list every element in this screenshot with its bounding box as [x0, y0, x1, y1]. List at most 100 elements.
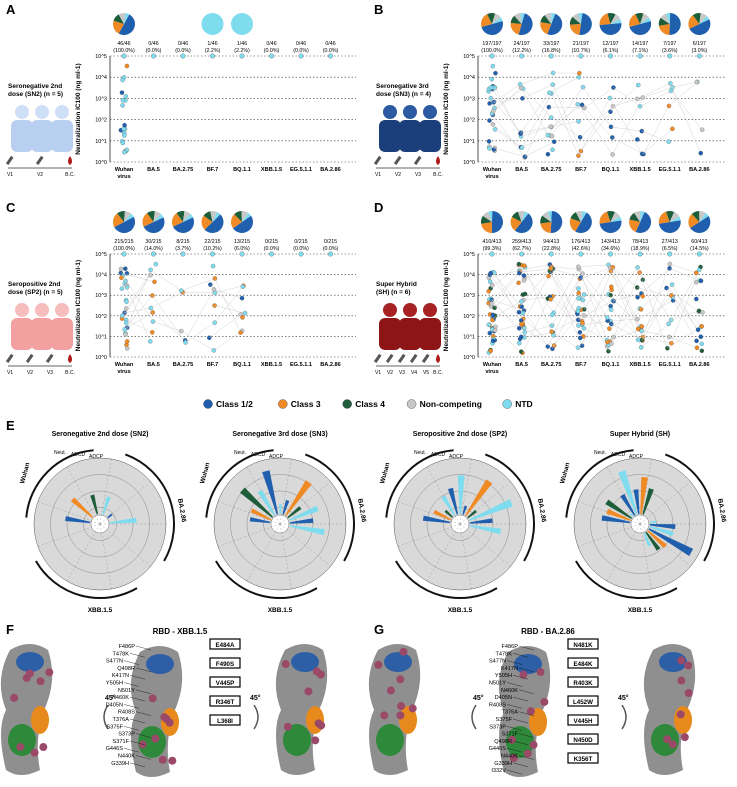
- data-point: [122, 123, 126, 127]
- connector-line: [641, 324, 668, 347]
- panel-letter: E: [6, 418, 15, 433]
- data-point: [576, 102, 580, 106]
- person-body: [379, 318, 401, 350]
- connector-line: [525, 333, 553, 338]
- person-head: [403, 303, 417, 317]
- data-point: [516, 281, 520, 285]
- syringe-icon: [46, 354, 54, 363]
- data-point: [211, 264, 215, 268]
- arc-label: XBB.1.5: [88, 607, 113, 614]
- data-point: [581, 85, 585, 89]
- percent-label: (42.6%): [572, 246, 591, 252]
- data-point: [608, 96, 612, 100]
- data-point: [488, 280, 492, 284]
- connector-line: [153, 312, 185, 340]
- percent-label: (0.0%): [293, 48, 309, 54]
- x-tick-label: XBB.1.5: [261, 362, 282, 368]
- ceiling-point: [122, 252, 127, 257]
- count-label: 0/215: [294, 239, 307, 245]
- y-tick-label: 10^0: [463, 355, 475, 361]
- connector-line: [493, 89, 521, 134]
- data-point: [122, 150, 126, 154]
- connector-line: [580, 268, 612, 279]
- syringe-icon: [394, 156, 402, 165]
- legend-label: NTD: [515, 399, 532, 409]
- vaccine-label: V2: [395, 172, 401, 178]
- person-body: [31, 120, 53, 152]
- pie-slice: [570, 24, 581, 35]
- mutation-label: N460K: [501, 688, 518, 694]
- x-tick-label: BF.7: [207, 167, 219, 173]
- sub-label: Neut.: [234, 450, 246, 456]
- ceiling-point: [519, 54, 524, 59]
- vaccine-label: V1: [7, 172, 13, 178]
- surface-mutation: [37, 677, 45, 685]
- percent-label: (0.0%): [264, 246, 280, 252]
- data-point: [489, 271, 493, 275]
- data-point: [522, 264, 526, 268]
- surface-mutation: [315, 719, 323, 727]
- mutation-label: R408S: [489, 702, 506, 708]
- vaccine-label: B.C.: [433, 172, 443, 178]
- connector-line: [553, 85, 581, 151]
- connector-line: [127, 312, 153, 327]
- data-point: [667, 335, 671, 339]
- count-label: 1/46: [237, 41, 247, 47]
- data-point: [700, 349, 704, 353]
- percent-label: (10.2%): [203, 246, 222, 252]
- y-tick-label: 10^1: [95, 334, 107, 340]
- data-point: [607, 327, 611, 331]
- count-label: 143/413: [601, 239, 620, 245]
- connector-line: [551, 118, 580, 138]
- group-illustration: [11, 105, 73, 152]
- legend-swatch: [343, 400, 352, 409]
- count-label: 22/215: [204, 239, 220, 245]
- data-point: [491, 339, 495, 343]
- surface-class3: [31, 706, 49, 734]
- pie-chart: [688, 211, 710, 233]
- data-point: [487, 139, 491, 143]
- x-tick-line: BQ.1.1: [233, 167, 251, 173]
- pie-chart: [231, 13, 253, 35]
- data-point: [120, 91, 124, 95]
- connector-line: [582, 274, 611, 310]
- connector-line: [215, 286, 243, 293]
- ceiling-point: [638, 54, 643, 59]
- count-label: 60/413: [691, 239, 707, 245]
- data-point: [699, 335, 703, 339]
- data-point: [636, 327, 640, 331]
- ceiling-point: [299, 252, 304, 257]
- arc-label: XBB.1.5: [448, 607, 473, 614]
- data-point: [578, 336, 582, 340]
- data-point: [179, 289, 183, 293]
- data-point: [487, 101, 491, 105]
- ceiling-point: [181, 252, 186, 257]
- y-axis-label: Neutralization IC100 (ng ml-1): [443, 260, 450, 351]
- surface-mutation: [168, 757, 176, 765]
- surface-mutation: [396, 711, 404, 719]
- rotation-label: 45°: [473, 694, 484, 702]
- y-axis-label: Neutralization IC100 (ng ml-1): [75, 260, 82, 351]
- mutation-label: Y505H: [495, 673, 512, 679]
- surface-mutation: [396, 675, 404, 683]
- pie-slice: [202, 13, 224, 35]
- arc-label: BA.2.86: [356, 498, 367, 523]
- percent-label: (3.7%): [175, 246, 191, 252]
- data-point: [522, 278, 526, 282]
- surface-mutation: [677, 677, 685, 685]
- data-point: [694, 297, 698, 301]
- data-point: [636, 295, 640, 299]
- data-point: [124, 321, 128, 325]
- mutation-label: G339H: [494, 761, 512, 767]
- count-label: 1/46: [207, 41, 217, 47]
- x-tick-line: BF.7: [575, 362, 587, 368]
- rotate-arrow-icon: [472, 705, 476, 729]
- mutation-label: T478K: [113, 651, 130, 657]
- data-point: [700, 342, 704, 346]
- syringe-icon: [6, 354, 14, 363]
- surface-class3: [306, 706, 324, 734]
